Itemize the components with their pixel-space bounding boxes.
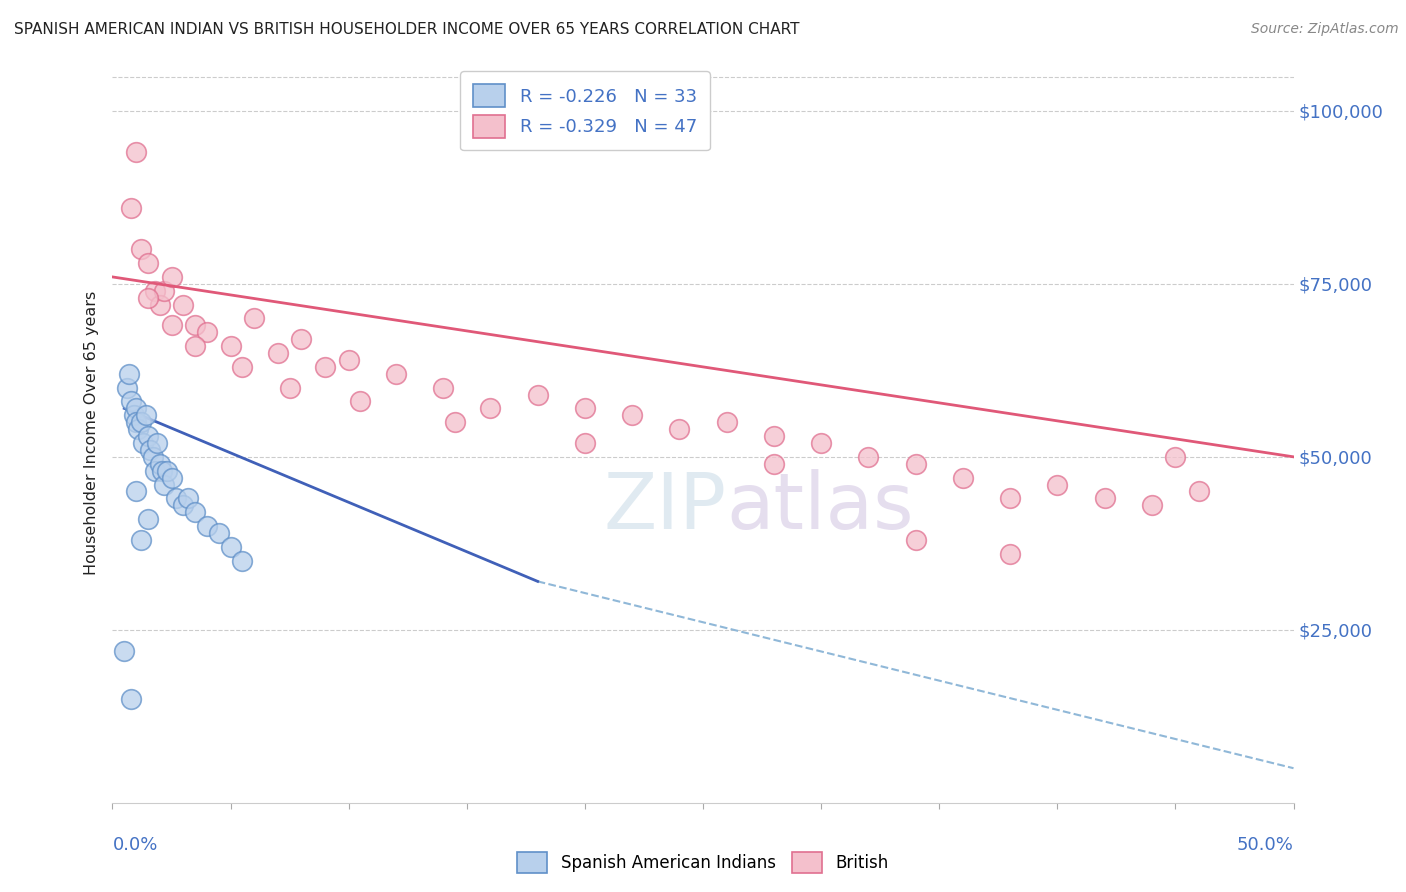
Point bbox=[184, 505, 207, 519]
Point bbox=[150, 464, 173, 478]
Point bbox=[139, 442, 162, 457]
Point bbox=[349, 394, 371, 409]
Point bbox=[177, 491, 200, 506]
Legend: R = -0.226   N = 33, R = -0.329   N = 47: R = -0.226 N = 33, R = -0.329 N = 47 bbox=[460, 71, 710, 151]
Point bbox=[129, 242, 152, 256]
Point bbox=[1164, 450, 1187, 464]
Point bbox=[125, 415, 148, 429]
Point bbox=[668, 422, 690, 436]
Point bbox=[125, 484, 148, 499]
Point bbox=[160, 318, 183, 333]
Point bbox=[136, 512, 159, 526]
Point bbox=[146, 436, 169, 450]
Point bbox=[290, 332, 312, 346]
Text: SPANISH AMERICAN INDIAN VS BRITISH HOUSEHOLDER INCOME OVER 65 YEARS CORRELATION : SPANISH AMERICAN INDIAN VS BRITISH HOUSE… bbox=[14, 22, 800, 37]
Text: 50.0%: 50.0% bbox=[1237, 836, 1294, 855]
Point bbox=[243, 311, 266, 326]
Legend: Spanish American Indians, British: Spanish American Indians, British bbox=[510, 846, 896, 880]
Point bbox=[762, 457, 785, 471]
Point bbox=[142, 450, 165, 464]
Point bbox=[444, 415, 467, 429]
Text: ZIP: ZIP bbox=[603, 468, 727, 545]
Point bbox=[904, 457, 927, 471]
Point bbox=[120, 692, 142, 706]
Text: Source: ZipAtlas.com: Source: ZipAtlas.com bbox=[1251, 22, 1399, 37]
Point bbox=[195, 519, 218, 533]
Point bbox=[135, 409, 157, 423]
Point bbox=[143, 464, 166, 478]
Point bbox=[998, 547, 1021, 561]
Point bbox=[172, 297, 194, 311]
Point bbox=[267, 346, 290, 360]
Point bbox=[858, 450, 880, 464]
Point bbox=[231, 359, 253, 374]
Point bbox=[122, 409, 145, 423]
Point bbox=[184, 318, 207, 333]
Point bbox=[479, 401, 502, 416]
Point bbox=[120, 201, 142, 215]
Point bbox=[132, 436, 155, 450]
Point bbox=[115, 381, 138, 395]
Point bbox=[160, 269, 183, 284]
Point bbox=[165, 491, 187, 506]
Point bbox=[136, 429, 159, 443]
Point bbox=[120, 394, 142, 409]
Point bbox=[184, 339, 207, 353]
Text: 0.0%: 0.0% bbox=[112, 836, 157, 855]
Text: atlas: atlas bbox=[727, 468, 914, 545]
Point bbox=[219, 540, 242, 554]
Point bbox=[952, 470, 974, 484]
Point bbox=[574, 436, 596, 450]
Point bbox=[904, 533, 927, 547]
Point bbox=[526, 387, 548, 401]
Point bbox=[1188, 484, 1211, 499]
Point bbox=[195, 326, 218, 340]
Point bbox=[112, 643, 135, 657]
Point bbox=[153, 477, 176, 491]
Point bbox=[810, 436, 832, 450]
Point bbox=[172, 498, 194, 512]
Point bbox=[129, 415, 152, 429]
Point bbox=[129, 533, 152, 547]
Point bbox=[621, 409, 644, 423]
Point bbox=[432, 381, 454, 395]
Point bbox=[762, 429, 785, 443]
Point bbox=[231, 554, 253, 568]
Point bbox=[1094, 491, 1116, 506]
Point bbox=[337, 353, 360, 368]
Point bbox=[385, 367, 408, 381]
Point bbox=[208, 525, 231, 540]
Point bbox=[574, 401, 596, 416]
Point bbox=[1046, 477, 1069, 491]
Point bbox=[998, 491, 1021, 506]
Point bbox=[1140, 498, 1163, 512]
Point bbox=[278, 381, 301, 395]
Y-axis label: Householder Income Over 65 years: Householder Income Over 65 years bbox=[84, 291, 100, 574]
Point bbox=[125, 145, 148, 160]
Point bbox=[149, 297, 172, 311]
Point bbox=[716, 415, 738, 429]
Point bbox=[156, 464, 179, 478]
Point bbox=[149, 457, 172, 471]
Point bbox=[136, 256, 159, 270]
Point bbox=[118, 367, 141, 381]
Point bbox=[153, 284, 176, 298]
Point bbox=[314, 359, 336, 374]
Point bbox=[127, 422, 149, 436]
Point bbox=[160, 470, 183, 484]
Point bbox=[143, 284, 166, 298]
Point bbox=[125, 401, 148, 416]
Point bbox=[136, 291, 159, 305]
Point bbox=[219, 339, 242, 353]
